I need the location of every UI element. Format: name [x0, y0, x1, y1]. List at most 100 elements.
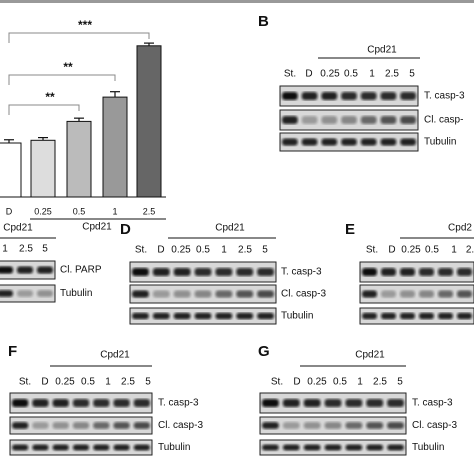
panel-letter: E [345, 221, 355, 238]
lane-label: D [305, 69, 312, 80]
blot-band [262, 422, 279, 429]
blot-band [215, 312, 233, 320]
bar [30, 139, 56, 198]
significance-label: ** [45, 90, 55, 104]
blot-band [303, 422, 321, 429]
lane-label: 5 [262, 245, 268, 256]
lane-label: D [157, 245, 164, 256]
blot-band [419, 290, 434, 298]
lane-label: D [293, 377, 300, 388]
blot-band [438, 268, 453, 276]
blot-band [438, 290, 453, 298]
blot-band [236, 312, 254, 320]
blot-band [52, 399, 69, 407]
panel-letter: G [258, 343, 270, 360]
blot-band [381, 312, 396, 320]
blot-band [152, 312, 170, 320]
x-tick-label: 0.5 [73, 206, 86, 216]
row-label: Cl. casp- [424, 115, 463, 126]
blot-band [236, 268, 254, 276]
lane-label: St. [271, 377, 283, 388]
blot-band [282, 92, 298, 100]
blot-band [194, 290, 212, 298]
lane-label: 2.5 [19, 244, 33, 255]
blot-band [133, 444, 150, 451]
blot-band [301, 116, 318, 124]
x-tick-label: 0.25 [34, 206, 52, 216]
blot-band [257, 290, 274, 298]
significance-bracket [8, 104, 80, 115]
blot-band [387, 422, 404, 429]
blot-band [132, 312, 149, 320]
blot-band [438, 312, 453, 320]
blot-band [362, 290, 377, 298]
x-tick-label: D [6, 206, 13, 216]
blot-band [366, 444, 384, 451]
panel-letter: D [120, 221, 131, 238]
row-label: T. casp-3 [412, 398, 453, 409]
lane-label: 1 [221, 245, 227, 256]
blot-band [173, 290, 191, 298]
blot-band [113, 422, 130, 429]
row-label: Tubulin [60, 288, 92, 299]
x-tick-label: 2.5 [143, 206, 156, 216]
blot-band [303, 399, 321, 407]
lane-label: 0.5 [344, 69, 358, 80]
treatment-label: Cpd21 [367, 45, 397, 56]
blot-band [257, 268, 274, 276]
lane-label: 0.25 [171, 245, 191, 256]
lane-label: 1 [451, 245, 457, 256]
blot-band [324, 422, 342, 429]
lane-label: 2.5 [121, 377, 135, 388]
lane-label: St. [135, 245, 147, 256]
bar [136, 45, 162, 198]
lane-label: 5 [409, 69, 415, 80]
blot-strip [359, 307, 474, 325]
lane-label: 0.5 [333, 377, 347, 388]
blot-band [380, 116, 397, 124]
row-label: T. casp-3 [158, 398, 199, 409]
lane-label: 2.5 [373, 377, 387, 388]
blot-band [17, 266, 33, 274]
blot-band [400, 268, 415, 276]
lane-label: 0.5 [425, 245, 439, 256]
blot-band [132, 290, 149, 298]
blot-band [321, 92, 338, 100]
lane-label: 0.5 [81, 377, 95, 388]
lane-label: St. [19, 377, 31, 388]
bar [102, 96, 128, 198]
lane-label: 1 [2, 244, 8, 255]
blot-band [113, 444, 130, 451]
blot-band [12, 399, 29, 407]
row-label: Tubulin [158, 442, 190, 453]
blot-band [362, 268, 377, 276]
blot-band [17, 290, 33, 297]
blot-band [93, 444, 110, 451]
blot-band [282, 116, 298, 124]
row-label: T. casp-3 [281, 267, 322, 278]
blot-band [194, 312, 212, 320]
row-label: Cl. casp-3 [158, 420, 203, 431]
blot-band [257, 312, 274, 320]
blot-band [72, 444, 90, 451]
blot-band [400, 312, 415, 320]
blot-band [362, 312, 377, 320]
blot-band [381, 290, 396, 298]
blot-band [72, 399, 90, 407]
blot-band [366, 422, 384, 429]
blot-band [93, 399, 110, 407]
blot-band [345, 444, 363, 451]
lane-label: 2.5 [385, 69, 399, 80]
blot-band [12, 422, 29, 429]
bar [0, 142, 22, 198]
blot-band [360, 92, 377, 100]
blot-band [360, 116, 377, 124]
blot-band [400, 138, 416, 146]
treatment-label: Cpd21 [3, 223, 33, 234]
significance-bracket [8, 32, 150, 43]
top-rule [0, 0, 474, 3]
blot-band [93, 422, 110, 429]
blot-band [215, 290, 233, 298]
blot-band [380, 92, 397, 100]
row-label: Cl. casp-3 [412, 420, 457, 431]
